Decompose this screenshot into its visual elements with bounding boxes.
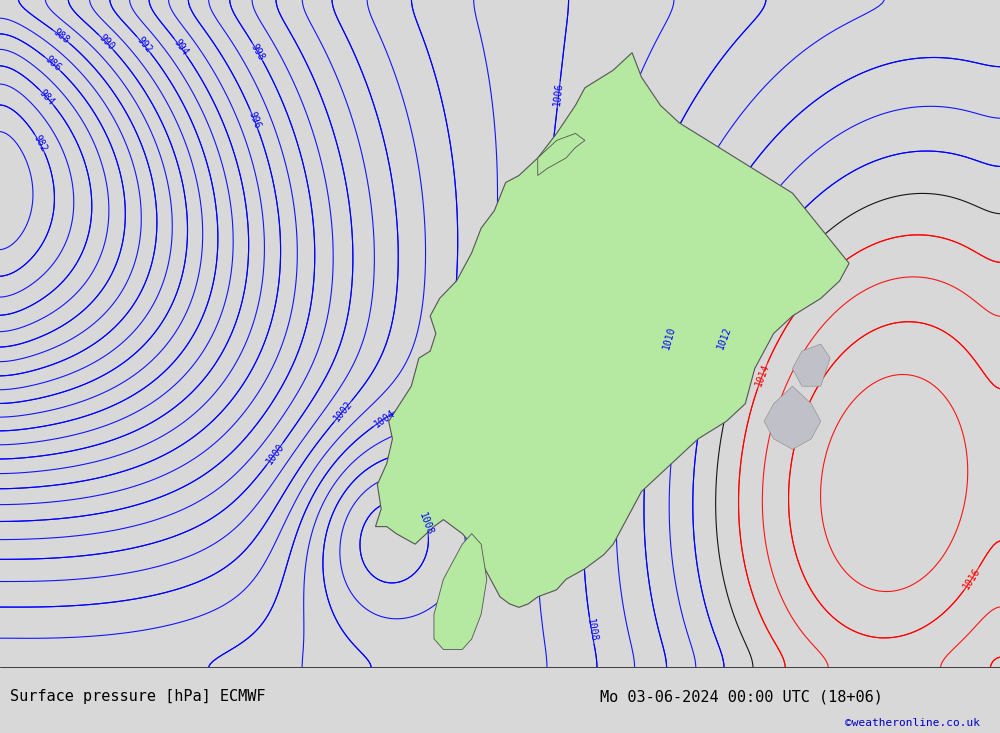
- Polygon shape: [764, 386, 821, 449]
- Text: Mo 03-06-2024 00:00 UTC (18+06): Mo 03-06-2024 00:00 UTC (18+06): [600, 689, 883, 704]
- Polygon shape: [538, 133, 585, 175]
- Text: 1008: 1008: [585, 618, 599, 643]
- Text: 1000: 1000: [264, 441, 286, 466]
- Text: 994: 994: [171, 37, 190, 57]
- Text: 1016: 1016: [961, 566, 982, 592]
- Text: 998: 998: [249, 42, 266, 62]
- Text: 1010: 1010: [661, 325, 677, 351]
- Text: Surface pressure [hPa] ECMWF: Surface pressure [hPa] ECMWF: [10, 689, 266, 704]
- Text: 982: 982: [32, 133, 49, 154]
- Text: 1012: 1012: [715, 325, 733, 351]
- Text: 984: 984: [37, 87, 56, 107]
- Polygon shape: [434, 534, 487, 649]
- Text: 996: 996: [246, 110, 262, 130]
- Text: 1004: 1004: [372, 408, 397, 430]
- Text: 986: 986: [43, 54, 63, 73]
- Polygon shape: [792, 344, 830, 386]
- Text: 1006: 1006: [552, 82, 565, 107]
- Text: 1002: 1002: [332, 399, 354, 424]
- Text: 1014: 1014: [754, 362, 771, 388]
- Text: 988: 988: [51, 27, 71, 46]
- Text: ©weatheronline.co.uk: ©weatheronline.co.uk: [845, 718, 980, 728]
- Text: 992: 992: [134, 34, 153, 55]
- Polygon shape: [375, 53, 849, 608]
- Text: 1008: 1008: [417, 511, 434, 537]
- Text: 990: 990: [97, 33, 116, 53]
